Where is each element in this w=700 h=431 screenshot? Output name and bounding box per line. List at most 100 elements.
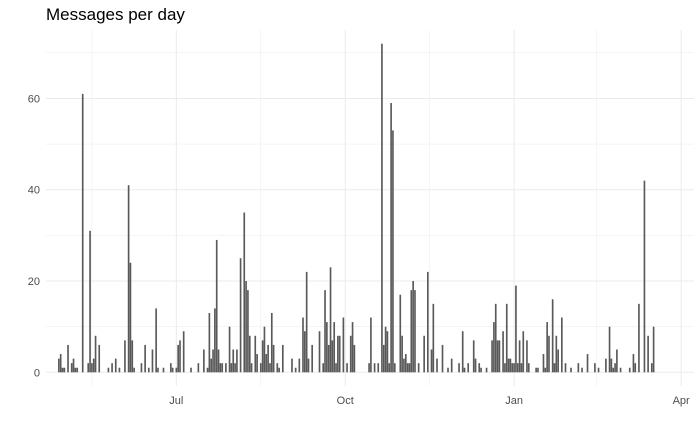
bar: [551, 299, 554, 373]
bar: [381, 43, 383, 373]
bar: [131, 340, 134, 373]
bar: [326, 322, 328, 373]
bar: [408, 363, 411, 373]
bar: [206, 367, 209, 373]
bar: [581, 367, 583, 373]
bar: [162, 367, 165, 373]
bar: [171, 367, 174, 373]
bar: [118, 367, 121, 373]
bar: [254, 335, 257, 373]
bar: [616, 349, 618, 373]
bar: [67, 344, 69, 373]
bar: [114, 358, 117, 373]
bar: [384, 326, 387, 373]
bar: [393, 363, 396, 373]
bar: [403, 358, 405, 373]
bar: [81, 93, 84, 373]
bar: [208, 312, 211, 373]
y-tick-label: 40: [28, 185, 40, 197]
bar: [59, 354, 62, 373]
bar: [516, 363, 519, 373]
bar: [322, 363, 325, 373]
bar: [399, 294, 402, 373]
bar: [127, 185, 130, 373]
bar: [643, 180, 646, 373]
bar: [544, 367, 547, 373]
bar: [307, 358, 310, 373]
bar: [535, 367, 537, 373]
chart-title: Messages per day: [46, 5, 185, 24]
bar: [177, 344, 179, 373]
bar: [327, 344, 330, 373]
bar: [423, 335, 425, 373]
y-tick-label: 20: [28, 276, 40, 288]
bar: [485, 367, 488, 373]
bar: [652, 326, 655, 373]
bar: [427, 271, 429, 373]
bar: [412, 281, 414, 373]
bar: [349, 335, 352, 373]
bar: [133, 367, 135, 373]
bar: [248, 335, 251, 373]
bar: [265, 354, 268, 373]
bar: [87, 363, 90, 373]
bar: [76, 367, 79, 373]
bar: [373, 363, 376, 373]
bar: [388, 363, 391, 373]
bar: [111, 363, 113, 373]
bar: [498, 340, 501, 373]
bar: [272, 344, 275, 373]
bar: [217, 349, 220, 373]
bar: [509, 358, 512, 373]
x-tick-label: Jul: [169, 395, 183, 407]
bar: [63, 367, 66, 373]
y-tick-label: 0: [34, 367, 40, 379]
bar: [232, 349, 235, 373]
bar: [267, 344, 269, 373]
bar: [507, 358, 510, 373]
x-tick-label: Oct: [337, 395, 354, 407]
bar: [401, 335, 403, 373]
bar: [504, 363, 506, 373]
bar: [386, 331, 389, 373]
bar: [450, 358, 453, 373]
bar: [494, 303, 497, 373]
bar: [144, 344, 146, 373]
bar: [557, 349, 559, 373]
bar: [179, 340, 181, 373]
bar: [278, 367, 280, 373]
bar: [245, 281, 247, 373]
bar: [493, 322, 495, 373]
bar: [98, 344, 101, 373]
bar: [228, 326, 231, 373]
bar: [219, 363, 222, 373]
bar: [155, 308, 157, 373]
bar: [129, 262, 132, 373]
bar: [259, 363, 262, 373]
bar: [472, 340, 475, 373]
bar: [147, 367, 150, 373]
bar: [447, 367, 449, 373]
bar: [377, 363, 380, 373]
bar: [542, 354, 545, 373]
bar: [474, 358, 477, 373]
bar: [324, 290, 326, 373]
bar: [390, 103, 392, 373]
bar: [619, 367, 622, 373]
bar: [140, 363, 143, 373]
bar: [203, 349, 205, 373]
bar: [353, 344, 356, 373]
bar: [638, 303, 640, 373]
bar: [478, 363, 481, 373]
bar: [480, 367, 482, 373]
bar: [410, 290, 413, 373]
bar: [74, 367, 77, 373]
bar: [406, 363, 409, 373]
bar: [511, 363, 514, 373]
bar: [236, 349, 238, 373]
bar: [261, 340, 264, 373]
bar: [311, 344, 313, 373]
bar: [338, 335, 341, 373]
bar: [175, 367, 178, 373]
bar: [89, 230, 91, 373]
